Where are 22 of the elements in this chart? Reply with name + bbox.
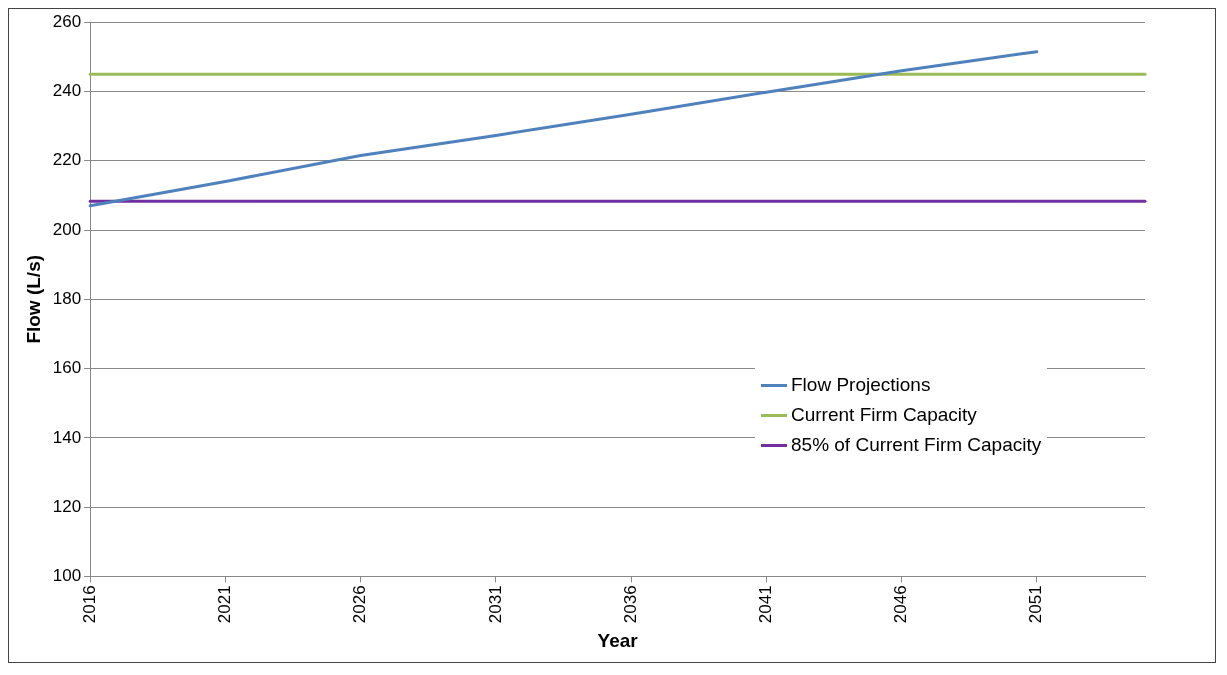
y-tick-label: 160 xyxy=(52,358,82,378)
legend-label: Current Firm Capacity xyxy=(791,404,977,427)
y-tick-label: 200 xyxy=(52,219,82,239)
y-tick-label: 180 xyxy=(52,288,82,308)
x-tick-label: 2046 xyxy=(891,585,911,624)
x-axis-title: Year xyxy=(597,629,639,651)
x-tick-label: 2036 xyxy=(620,585,640,624)
x-tick-label: 2051 xyxy=(1026,585,1046,624)
x-tick-label: 2041 xyxy=(756,585,776,624)
x-tick-label: 2031 xyxy=(485,585,505,624)
y-tick-label: 100 xyxy=(52,566,82,586)
legend-label: Flow Projections xyxy=(791,374,931,397)
y-tick-label: 260 xyxy=(52,11,82,31)
y-tick-label: 140 xyxy=(52,427,82,447)
y-axis-title: Flow (L/s) xyxy=(22,254,44,344)
x-tick-label: 2021 xyxy=(215,585,235,624)
y-tick-label: 220 xyxy=(52,150,82,170)
y-tick-label: 120 xyxy=(52,496,82,516)
x-tick-label: 2016 xyxy=(79,585,99,624)
legend-label: 85% of Current Firm Capacity xyxy=(791,434,1042,457)
x-tick-label: 2026 xyxy=(350,585,370,624)
y-tick-label: 240 xyxy=(52,81,82,101)
